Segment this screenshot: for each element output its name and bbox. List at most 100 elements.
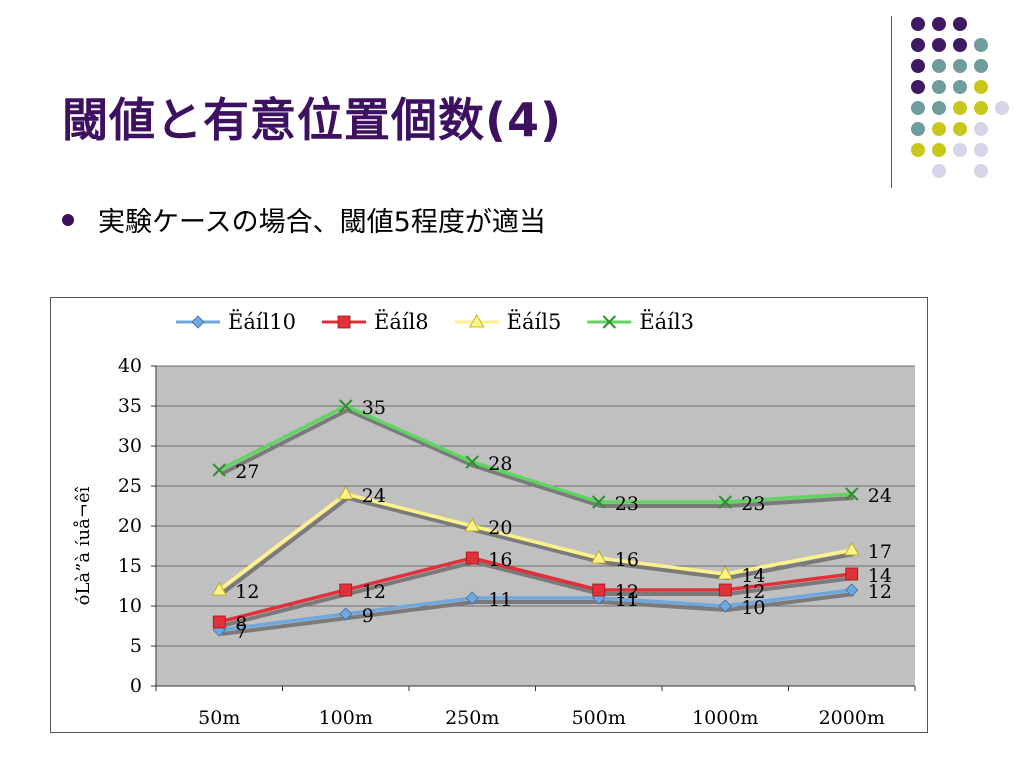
y-tick-label: 30 — [118, 435, 142, 457]
series-shadow — [220, 496, 855, 596]
decorative-dot — [974, 143, 988, 157]
data-point — [591, 550, 607, 564]
data-label: 20 — [488, 517, 512, 539]
data-label: 23 — [741, 493, 765, 515]
decorative-dot — [932, 122, 946, 136]
data-label: 10 — [741, 597, 765, 619]
bullet-dot-icon — [62, 213, 74, 226]
data-point — [339, 607, 353, 621]
data-label: 14 — [868, 565, 892, 587]
data-point — [845, 567, 859, 581]
data-label: 12 — [235, 581, 259, 603]
y-tick-label: 35 — [118, 395, 142, 417]
decorative-dot — [911, 17, 925, 31]
data-label: 12 — [362, 581, 386, 603]
y-tick-label: 10 — [118, 595, 142, 617]
data-label: 12 — [615, 581, 639, 603]
data-point — [718, 583, 732, 597]
data-label: 27 — [235, 461, 259, 483]
data-label: 35 — [362, 397, 386, 419]
data-label: 24 — [868, 485, 892, 507]
decorative-dot — [932, 164, 946, 178]
data-point — [845, 583, 859, 597]
data-point — [339, 583, 353, 597]
decorative-dot — [974, 101, 988, 115]
data-point — [338, 486, 354, 500]
legend-label: Ëáíl3 — [639, 310, 694, 334]
data-label: 12 — [741, 581, 765, 603]
bullet-item: 実験ケースの場合、閾値5程度が適当 — [62, 200, 546, 239]
legend-label: Ëáíl5 — [507, 310, 562, 334]
decorative-dot — [995, 101, 1009, 115]
series-line — [218, 404, 852, 504]
data-label: 24 — [362, 485, 386, 507]
series-line — [218, 556, 852, 624]
y-tick-label: 0 — [130, 675, 142, 697]
decorative-dot — [953, 122, 967, 136]
slide-title: 閾値と有意位置個数(4) — [62, 93, 563, 147]
series-shadow — [220, 560, 855, 628]
decorative-dot — [953, 101, 967, 115]
decorative-dot — [911, 101, 925, 115]
x-tick-label: 1000m — [692, 707, 758, 729]
legend-marker — [602, 315, 617, 329]
data-label: 9 — [362, 605, 374, 627]
decorative-dot — [911, 38, 925, 52]
y-tick-label: 20 — [118, 515, 142, 537]
decorative-dot — [911, 122, 925, 136]
y-tick-label: 15 — [118, 555, 142, 577]
decorative-divider — [891, 16, 892, 188]
series-shadow — [220, 408, 854, 508]
legend-marker — [191, 315, 205, 329]
x-tick-label: 500m — [572, 707, 626, 729]
data-label: 16 — [615, 549, 639, 571]
decorative-dot — [974, 59, 988, 73]
data-label: 28 — [488, 453, 512, 475]
data-label: 11 — [488, 589, 512, 611]
legend-marker — [468, 314, 485, 328]
data-point — [212, 615, 226, 629]
data-label: 16 — [488, 549, 512, 571]
data-point — [718, 495, 732, 509]
data-point — [465, 591, 479, 605]
decorative-dot — [953, 38, 967, 52]
decorative-dot — [953, 80, 967, 94]
decorative-dot — [932, 59, 946, 73]
decorative-dot — [974, 80, 988, 94]
x-tick-label: 250m — [445, 707, 499, 729]
data-point — [465, 551, 479, 565]
decorative-dot — [932, 17, 946, 31]
data-point — [592, 583, 606, 597]
decorative-dot — [974, 122, 988, 136]
x-tick-label: 2000m — [819, 707, 885, 729]
legend-marker — [337, 315, 351, 329]
bullet-text: 実験ケースの場合、閾値5程度が適当 — [98, 207, 546, 238]
decorative-dot — [932, 80, 946, 94]
decorative-dot — [932, 38, 946, 52]
decorative-dot — [911, 80, 925, 94]
decorative-dot — [911, 143, 925, 157]
decorative-dot — [953, 17, 967, 31]
series-line — [218, 492, 853, 592]
decorative-dot — [932, 143, 946, 157]
series-shadow — [220, 592, 855, 636]
decorative-dot — [974, 164, 988, 178]
data-point — [717, 566, 733, 580]
series-line — [219, 588, 852, 632]
chart-frame: 0 5 10 15 20 25 30 35 40 50m 100m 250m 500m 1000m 2000… — [50, 297, 928, 733]
data-label: 17 — [868, 541, 892, 563]
data-point — [339, 399, 353, 413]
legend-label: Ëáíl10 — [228, 310, 296, 334]
decorative-dot — [974, 38, 988, 52]
data-point — [465, 455, 479, 469]
y-tick-label: 25 — [118, 475, 142, 497]
decorative-dot — [911, 59, 925, 73]
decorative-dot — [953, 59, 967, 73]
line-chart: 0 5 10 15 20 25 30 35 40 50m 100m 250m 500m 1000m 2000… — [72, 310, 916, 729]
data-point — [718, 599, 732, 613]
y-axis-title: óLà”à íuå¬êî — [72, 486, 94, 605]
data-point — [464, 518, 480, 532]
y-tick-label: 5 — [130, 635, 142, 657]
data-point — [845, 487, 859, 501]
